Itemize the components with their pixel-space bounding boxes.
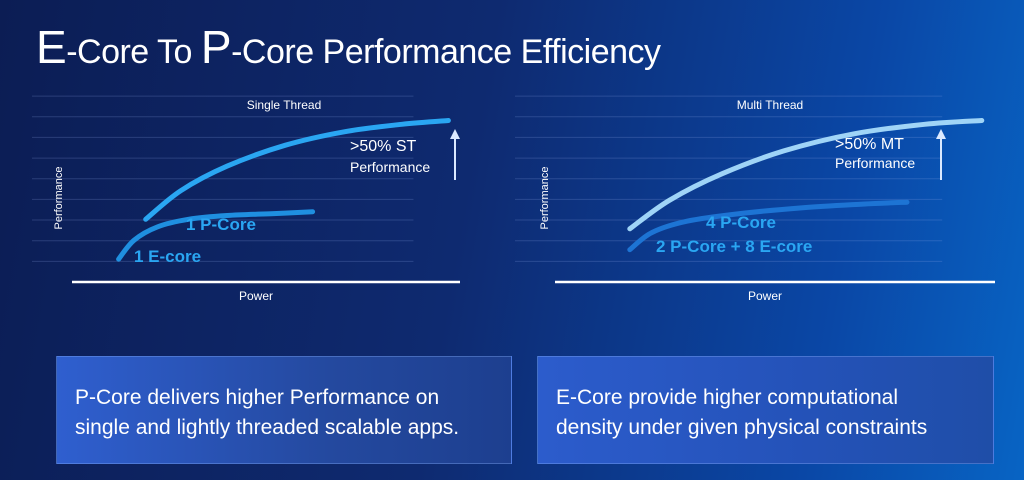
annotation-value: >50% ST <box>350 138 416 155</box>
annotation-value: >50% MT <box>835 136 904 153</box>
e-core-summary-line-1: E-Core provide higher computational <box>556 386 899 409</box>
p-core-summary-line-1: P-Core delivers higher Performance on <box>75 386 440 409</box>
y-axis-label: Performance <box>539 167 551 230</box>
single-thread-chart: Single Thread Power Performance 1 P-Core 1 E… <box>20 80 480 310</box>
multi-thread-chart: Multi Thread Power Performance 2 P-Core + 8… <box>510 80 1010 310</box>
series-line-2-p-core-8-e-core <box>627 118 985 232</box>
x-axis-label: Power <box>748 289 782 303</box>
series-line-4-p-core <box>627 199 910 253</box>
series-label-2-p-core-8-e-core: 2 P-Core + 8 E-core <box>656 237 812 256</box>
chart-title: Single Thread <box>247 98 322 112</box>
e-core-summary-box: E-Core provide higher computational dens… <box>537 356 994 464</box>
p-core-summary-line-2: single and lightly threaded scalable app… <box>75 416 460 439</box>
annotation-label: Performance <box>350 159 430 175</box>
title-part-1: -Core To <box>66 33 201 71</box>
e-core-summary-line-2: density under given physical constraints <box>556 416 928 439</box>
y-axis-label: Performance <box>53 167 65 230</box>
page-title: E-Core To P-Core Performance Efficiency <box>36 24 661 75</box>
chart-title: Multi Thread <box>737 98 803 112</box>
series-label-1-p-core: 1 P-Core <box>186 215 256 234</box>
series-line-1-p-core <box>143 118 451 222</box>
annotation-arrow-icon <box>936 129 946 139</box>
annotation-arrow-icon <box>450 129 460 139</box>
title-part-2: -Core Performance Efficiency <box>231 33 661 71</box>
title-p-letter: P <box>200 21 232 73</box>
p-core-summary-box: P-Core delivers higher Performance on si… <box>56 356 512 464</box>
annotation-label: Performance <box>835 155 915 171</box>
chart-svg: Multi Thread Power Performance 2 P-Core + 8… <box>515 95 995 303</box>
title-e-letter: E <box>36 21 67 73</box>
x-axis-label: Power <box>239 289 273 303</box>
series-label-4-p-core: 4 P-Core <box>706 213 776 232</box>
series-line-1-e-core <box>116 209 316 262</box>
chart-svg: Single Thread Power Performance 1 P-Core 1 E… <box>32 95 460 303</box>
series-label-1-e-core: 1 E-core <box>134 247 201 266</box>
